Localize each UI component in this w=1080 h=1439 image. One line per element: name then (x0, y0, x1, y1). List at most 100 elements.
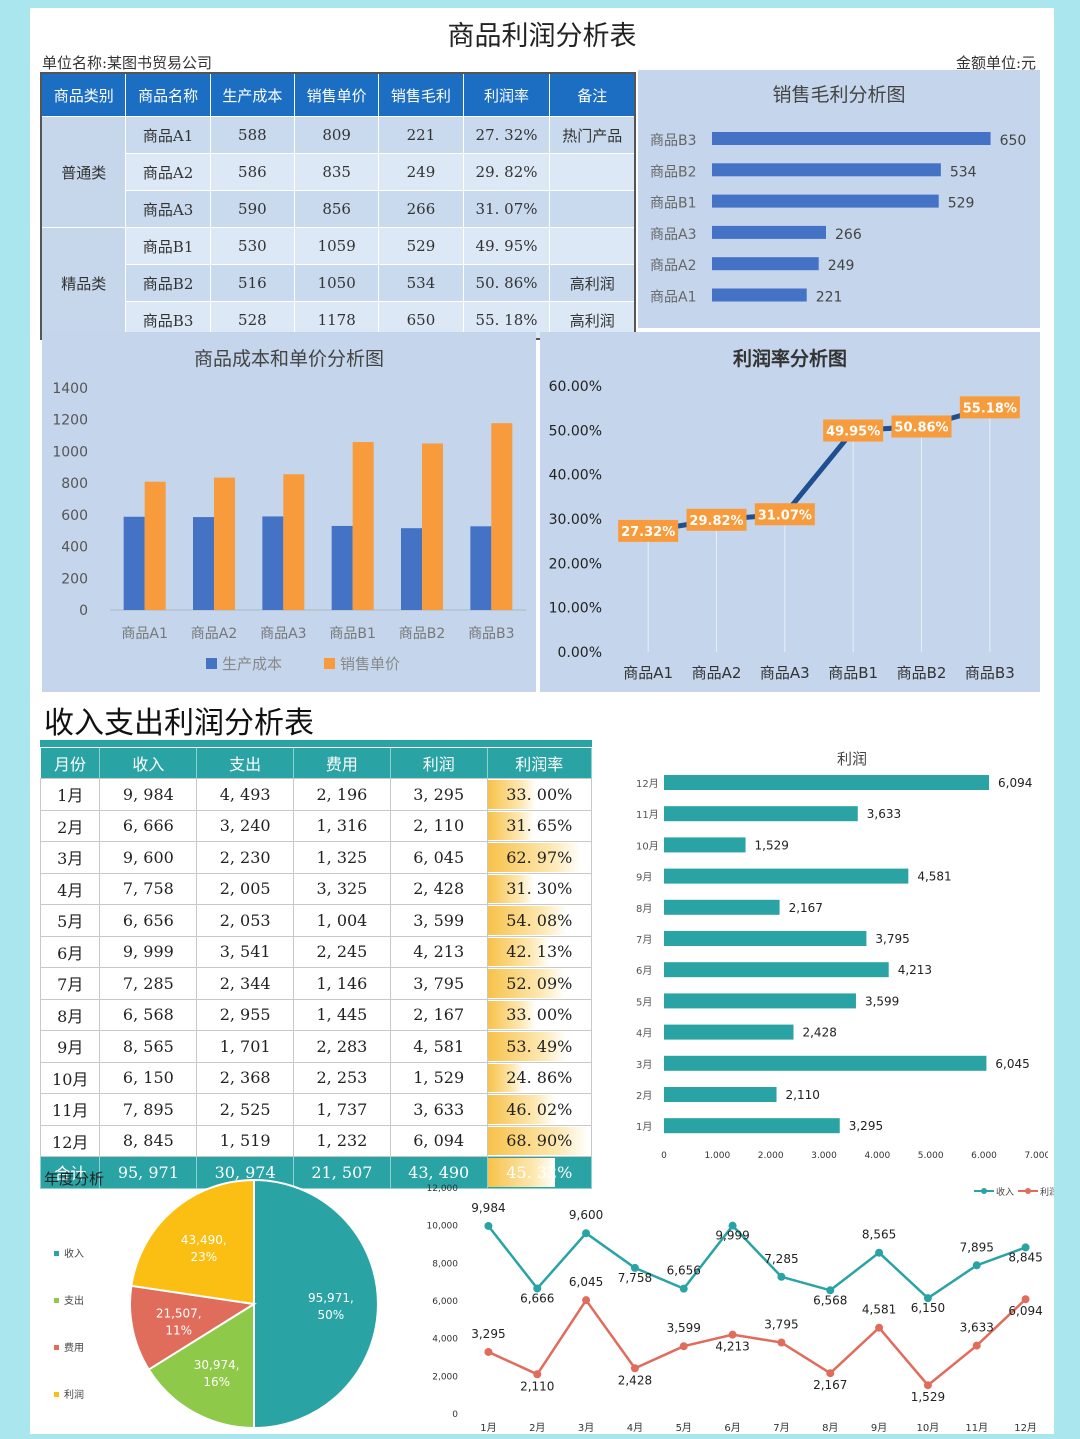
rate-cell: 52. 09% (486, 967, 593, 1000)
table-cell: 2, 368 (196, 1061, 295, 1094)
data-point (484, 1347, 493, 1356)
table-cell: 商品A3 (125, 190, 211, 228)
legend-swatch (54, 1392, 59, 1397)
data-point (826, 1286, 835, 1295)
table-cell: 2, 253 (293, 1061, 391, 1094)
rate-databar (487, 843, 581, 872)
table-cell: 249 (378, 153, 464, 191)
table-top-bar (40, 740, 592, 747)
rate-text: 42. 13% (506, 942, 573, 962)
table-cell: 2, 196 (293, 778, 391, 811)
category-label: 商品B3 (650, 133, 697, 149)
x-tick-label: 5,000 (918, 1151, 944, 1158)
legend-label: 费用 (64, 1341, 84, 1354)
table-cell: 7, 895 (99, 1093, 198, 1126)
y-tick-label: 400 (61, 540, 88, 556)
data-label: 9,600 (569, 1208, 603, 1222)
table-cell: 7月 (39, 967, 101, 1000)
table-cell: 29. 82% (462, 153, 551, 191)
table-row: 商品B2 516 1050 534 50. 86% 高利润 (41, 264, 636, 302)
rate-cell: 31. 65% (486, 809, 593, 842)
data-point (1021, 1295, 1030, 1304)
category-label: 商品A2 (650, 258, 696, 274)
bar (422, 443, 443, 610)
pie-slice (129, 1284, 257, 1371)
data-point (679, 1342, 688, 1351)
rate-databar (487, 1158, 555, 1187)
table-cell: 1, 146 (293, 967, 391, 1000)
data-point (972, 1261, 981, 1270)
data-label: 7,758 (618, 1271, 652, 1285)
rate-text: 54. 08% (506, 910, 573, 930)
column-header: 利润 (390, 748, 488, 779)
bar (144, 481, 166, 610)
x-tick-label: 0 (661, 1151, 667, 1158)
table-cell: 6, 150 (99, 1061, 198, 1094)
table-cell: 6月 (39, 935, 101, 968)
x-tick-label: 商品B2 (897, 664, 947, 682)
table-cell: 1月 (39, 778, 101, 811)
rate-databar (487, 1063, 525, 1092)
table-cell: 3, 295 (389, 778, 488, 811)
x-tick-label: 商品A1 (623, 664, 673, 682)
category-label: 8月 (636, 903, 652, 915)
y-tick-label: 20.00% (549, 556, 602, 572)
rate-text: 68. 90% (506, 1131, 573, 1151)
rate-text: 24. 86% (506, 1068, 573, 1088)
gross-margin-chart-panel: 销售毛利分析图 商品B3 650 商品B2 534 商品B1 529 商品A3 266 商品A2… (638, 70, 1040, 328)
y-tick-label: 6,000 (432, 1297, 458, 1307)
column-header: 销售单价 (294, 72, 380, 117)
table-row: 3月 9, 600 2, 230 1, 325 6, 045 62. 97% (39, 841, 593, 874)
bar (664, 837, 746, 853)
table-row: 10月 6, 150 2, 368 2, 253 1, 529 24. 86% (39, 1061, 593, 1094)
x-tick-label: 4,000 (864, 1151, 890, 1158)
table-cell (549, 227, 636, 265)
table-cell: 4, 213 (389, 935, 488, 968)
data-point (972, 1341, 981, 1350)
y-tick-label: 0 (452, 1410, 458, 1420)
x-tick-label: 商品B1 (329, 626, 376, 642)
table-cell: 3, 599 (389, 904, 488, 937)
rate-databar (487, 1000, 537, 1029)
table-cell: 8月 (39, 998, 101, 1031)
bar (664, 868, 909, 884)
monthly-profit-chart: 利润 12月 6,094 11月 3,633 10月 1,529 9月 4,581 8月 2,167… (636, 750, 1048, 1158)
column-header: 生产成本 (209, 72, 296, 117)
table-cell: 5月 (39, 904, 101, 937)
table-cell: 2, 245 (293, 935, 391, 968)
table-row: 6月 9, 999 3, 541 2, 245 4, 213 42. 13% (39, 935, 593, 968)
rate-cell: 31. 30% (486, 872, 593, 905)
table-cell: 2, 110 (389, 809, 488, 842)
bar (664, 1024, 794, 1040)
slice-label: 23% (190, 1250, 217, 1264)
table-cell: 1, 445 (293, 998, 391, 1031)
rate-text: 33. 00% (506, 1005, 573, 1025)
category-label: 12月 (636, 778, 659, 790)
data-label: 7,285 (764, 1252, 798, 1266)
slice-label: 95,971, (308, 1291, 354, 1305)
bar (712, 225, 826, 239)
x-tick-label: 商品B1 (828, 664, 878, 682)
bar (712, 163, 941, 177)
table-cell: 商品A2 (125, 153, 211, 191)
table-row: 精品类 商品B1 530 1059 529 49. 95% (40, 227, 636, 340)
bar (664, 1055, 987, 1071)
data-label: 266 (835, 227, 862, 243)
table-cell: 530 (209, 227, 296, 265)
data-label: 529 (948, 196, 975, 212)
table-cell: 商品B2 (125, 264, 211, 302)
y-tick-label: 8,000 (432, 1259, 458, 1269)
table-cell: 3月 (39, 841, 101, 874)
column-header: 商品名称 (125, 72, 211, 117)
column-header: 销售毛利 (378, 72, 464, 117)
y-tick-label: 60.00% (549, 379, 602, 395)
table-row: 商品A3 590 856 266 31. 07% (41, 190, 636, 228)
table-cell: 热门产品 (549, 116, 636, 154)
data-label: 1,529 (755, 838, 789, 852)
column-header: 费用 (293, 748, 391, 779)
legend-label: 生产成本 (222, 655, 282, 673)
data-label: 221 (816, 290, 843, 306)
bar (664, 1087, 777, 1102)
table-cell: 9, 984 (99, 778, 198, 811)
chart-title: 商品成本和单价分析图 (193, 348, 384, 370)
